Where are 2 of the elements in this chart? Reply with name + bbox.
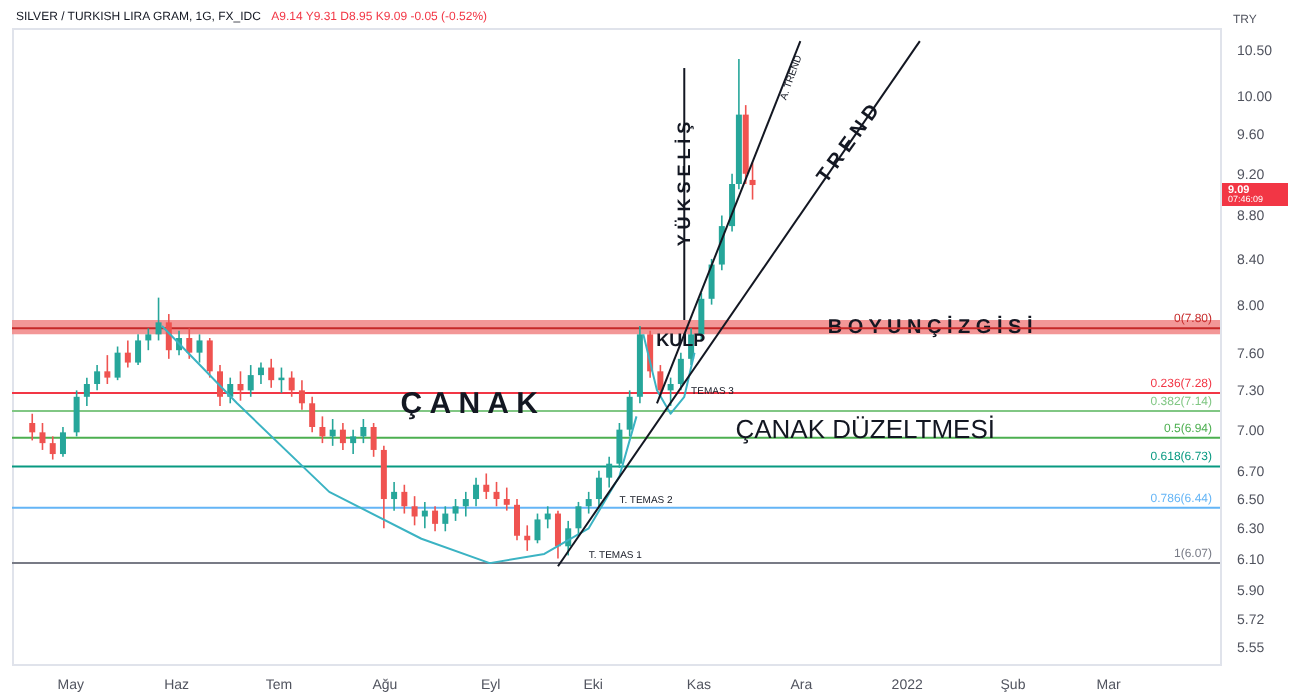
annotation: Ç A N A K: [400, 387, 539, 422]
annotation: ÇANAK DÜZELTMESİ: [735, 413, 995, 444]
